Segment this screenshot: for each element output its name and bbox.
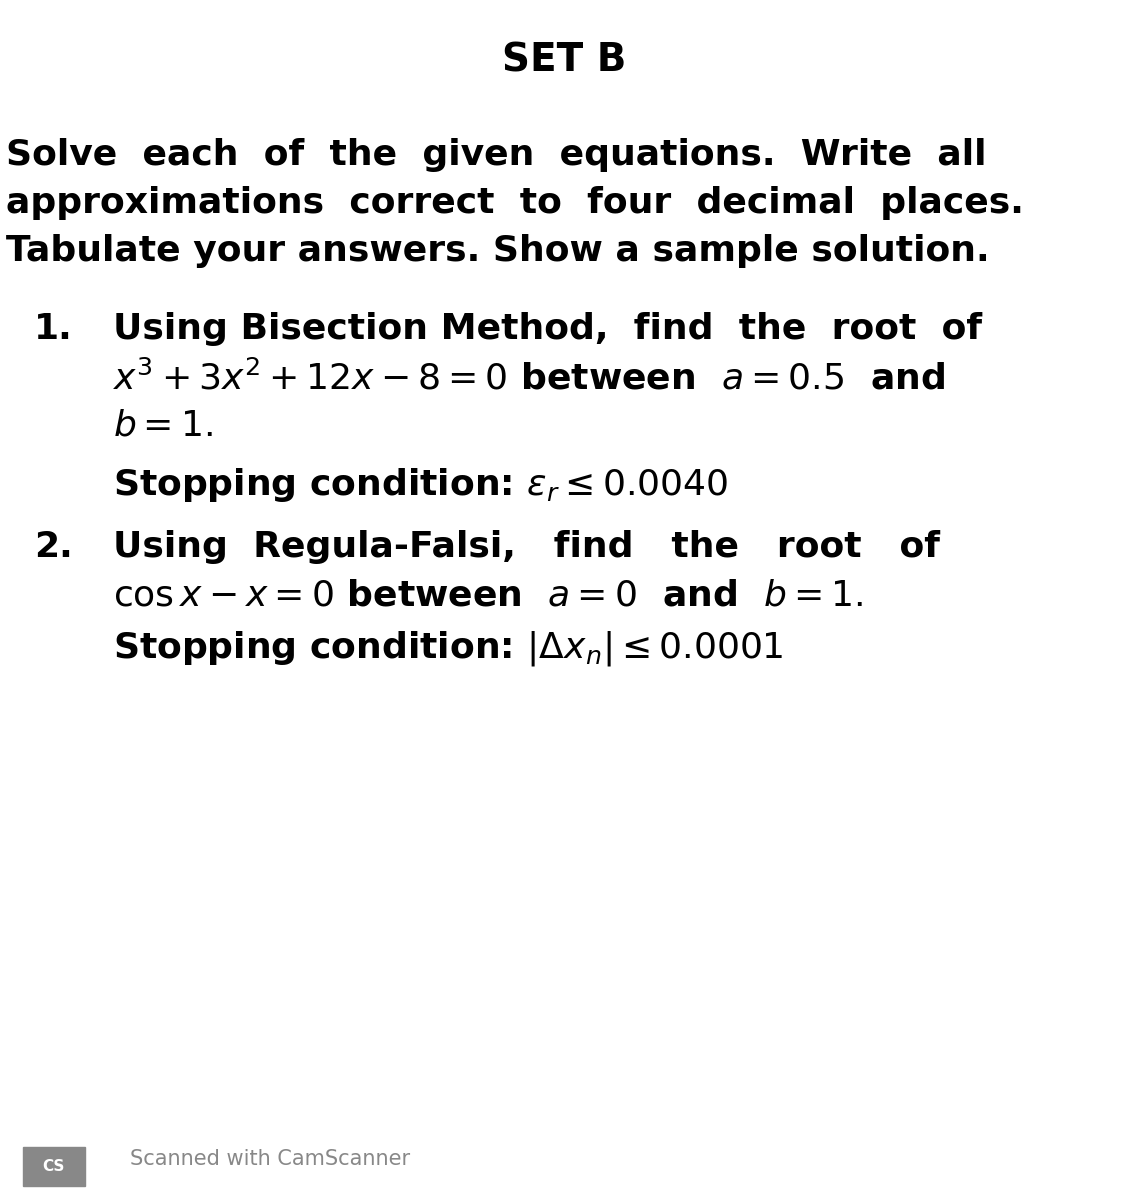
Text: Solve  each  of  the  given  equations.  Write  all: Solve each of the given equations. Write… <box>6 138 986 172</box>
Text: Stopping condition: $|\Delta x_n| \leq 0.0001$: Stopping condition: $|\Delta x_n| \leq 0… <box>113 629 784 667</box>
Text: Stopping condition: $\varepsilon_r \leq 0.0040$: Stopping condition: $\varepsilon_r \leq … <box>113 466 728 504</box>
Text: approximations  correct  to  four  decimal  places.: approximations correct to four decimal p… <box>6 186 1023 220</box>
Text: 2.: 2. <box>34 530 72 564</box>
Text: Using Bisection Method,  find  the  root  of: Using Bisection Method, find the root of <box>113 312 982 346</box>
Text: 1.: 1. <box>34 312 72 346</box>
FancyBboxPatch shape <box>23 1147 85 1186</box>
Text: Using  Regula-Falsi,   find   the   root   of: Using Regula-Falsi, find the root of <box>113 530 940 564</box>
Text: $b=1.$: $b=1.$ <box>113 408 213 442</box>
Text: Tabulate your answers. Show a sample solution.: Tabulate your answers. Show a sample sol… <box>6 234 989 268</box>
Text: CS: CS <box>43 1159 64 1174</box>
Text: $\cos x - x = 0$ between  $a = 0$  and  $b = 1.$: $\cos x - x = 0$ between $a = 0$ and $b … <box>113 578 863 612</box>
Text: SET B: SET B <box>502 42 626 80</box>
Text: $x^3 +3x^2 +12x-8 = 0$ between  $a = 0.5$  and: $x^3 +3x^2 +12x-8 = 0$ between $a = 0.5$… <box>113 360 945 396</box>
Text: Scanned with CamScanner: Scanned with CamScanner <box>130 1150 409 1169</box>
